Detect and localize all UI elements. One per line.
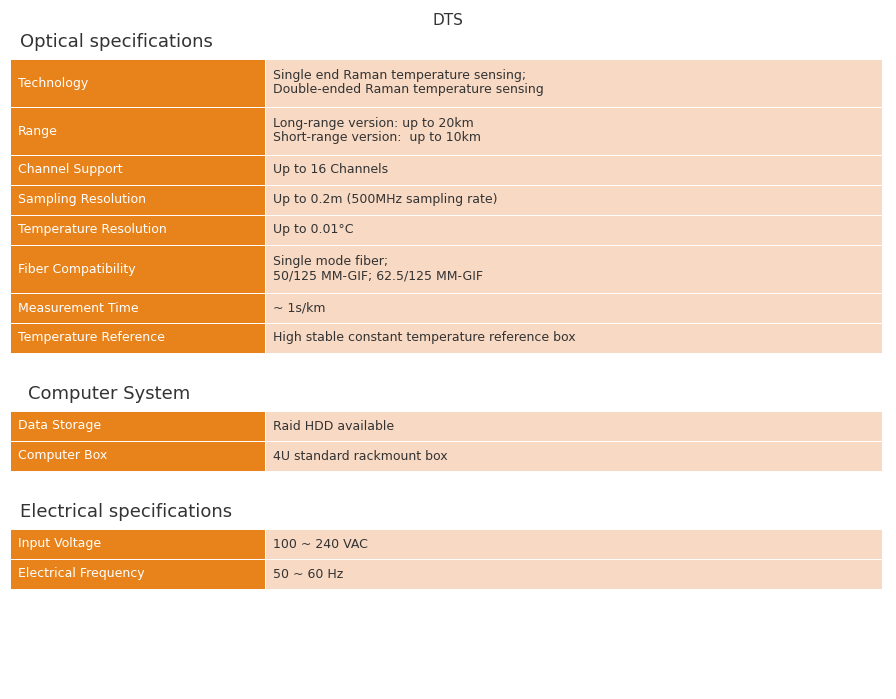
Text: 4U standard rackmount box: 4U standard rackmount box (273, 449, 448, 463)
Bar (265, 59, 882, 107)
Text: Electrical Frequency: Electrical Frequency (18, 568, 144, 580)
Text: Technology: Technology (18, 76, 88, 89)
Text: ~ 1s/km: ~ 1s/km (273, 301, 325, 315)
Bar (265, 293, 882, 323)
Text: Temperature Resolution: Temperature Resolution (18, 224, 167, 236)
Text: Long-range version: up to 20km: Long-range version: up to 20km (273, 117, 474, 131)
Bar (265, 411, 882, 441)
Bar (10, 155, 265, 185)
Text: Single mode fiber;: Single mode fiber; (273, 256, 388, 268)
Text: Temperature Reference: Temperature Reference (18, 331, 165, 345)
Bar (265, 107, 882, 155)
Bar (10, 245, 265, 293)
Text: Single end Raman temperature sensing;: Single end Raman temperature sensing; (273, 69, 526, 82)
Bar (265, 155, 882, 185)
Text: Data Storage: Data Storage (18, 419, 101, 433)
Bar (265, 441, 882, 471)
Bar (10, 559, 265, 589)
Text: Optical specifications: Optical specifications (20, 33, 213, 51)
Bar (265, 323, 882, 353)
Text: Short-range version:  up to 10km: Short-range version: up to 10km (273, 131, 481, 145)
Text: Input Voltage: Input Voltage (18, 538, 101, 551)
Text: Computer Box: Computer Box (18, 449, 108, 463)
Text: Up to 0.01°C: Up to 0.01°C (273, 224, 354, 236)
Bar (10, 411, 265, 441)
Text: Up to 0.2m (500MHz sampling rate): Up to 0.2m (500MHz sampling rate) (273, 194, 497, 206)
Text: Sampling Resolution: Sampling Resolution (18, 194, 146, 206)
Text: Electrical specifications: Electrical specifications (20, 503, 232, 521)
Text: Range: Range (18, 124, 58, 138)
Text: Double-ended Raman temperature sensing: Double-ended Raman temperature sensing (273, 83, 544, 96)
Bar (10, 293, 265, 323)
Bar (265, 185, 882, 215)
Bar (10, 323, 265, 353)
Bar (265, 559, 882, 589)
Bar (10, 107, 265, 155)
Text: 100 ~ 240 VAC: 100 ~ 240 VAC (273, 538, 368, 551)
Bar (265, 529, 882, 559)
Bar (10, 215, 265, 245)
Text: DTS: DTS (433, 13, 463, 28)
Text: Measurement Time: Measurement Time (18, 301, 139, 315)
Bar (10, 529, 265, 559)
Text: Up to 16 Channels: Up to 16 Channels (273, 164, 388, 177)
Text: Channel Support: Channel Support (18, 164, 123, 177)
Text: Raid HDD available: Raid HDD available (273, 419, 394, 433)
Bar (10, 59, 265, 107)
Bar (10, 441, 265, 471)
Text: Fiber Compatibility: Fiber Compatibility (18, 263, 135, 275)
Bar (10, 185, 265, 215)
Bar (265, 245, 882, 293)
Text: 50/125 MM-GIF; 62.5/125 MM-GIF: 50/125 MM-GIF; 62.5/125 MM-GIF (273, 270, 483, 282)
Text: Computer System: Computer System (28, 385, 190, 403)
Bar (265, 215, 882, 245)
Text: High stable constant temperature reference box: High stable constant temperature referen… (273, 331, 575, 345)
Text: 50 ~ 60 Hz: 50 ~ 60 Hz (273, 568, 343, 580)
